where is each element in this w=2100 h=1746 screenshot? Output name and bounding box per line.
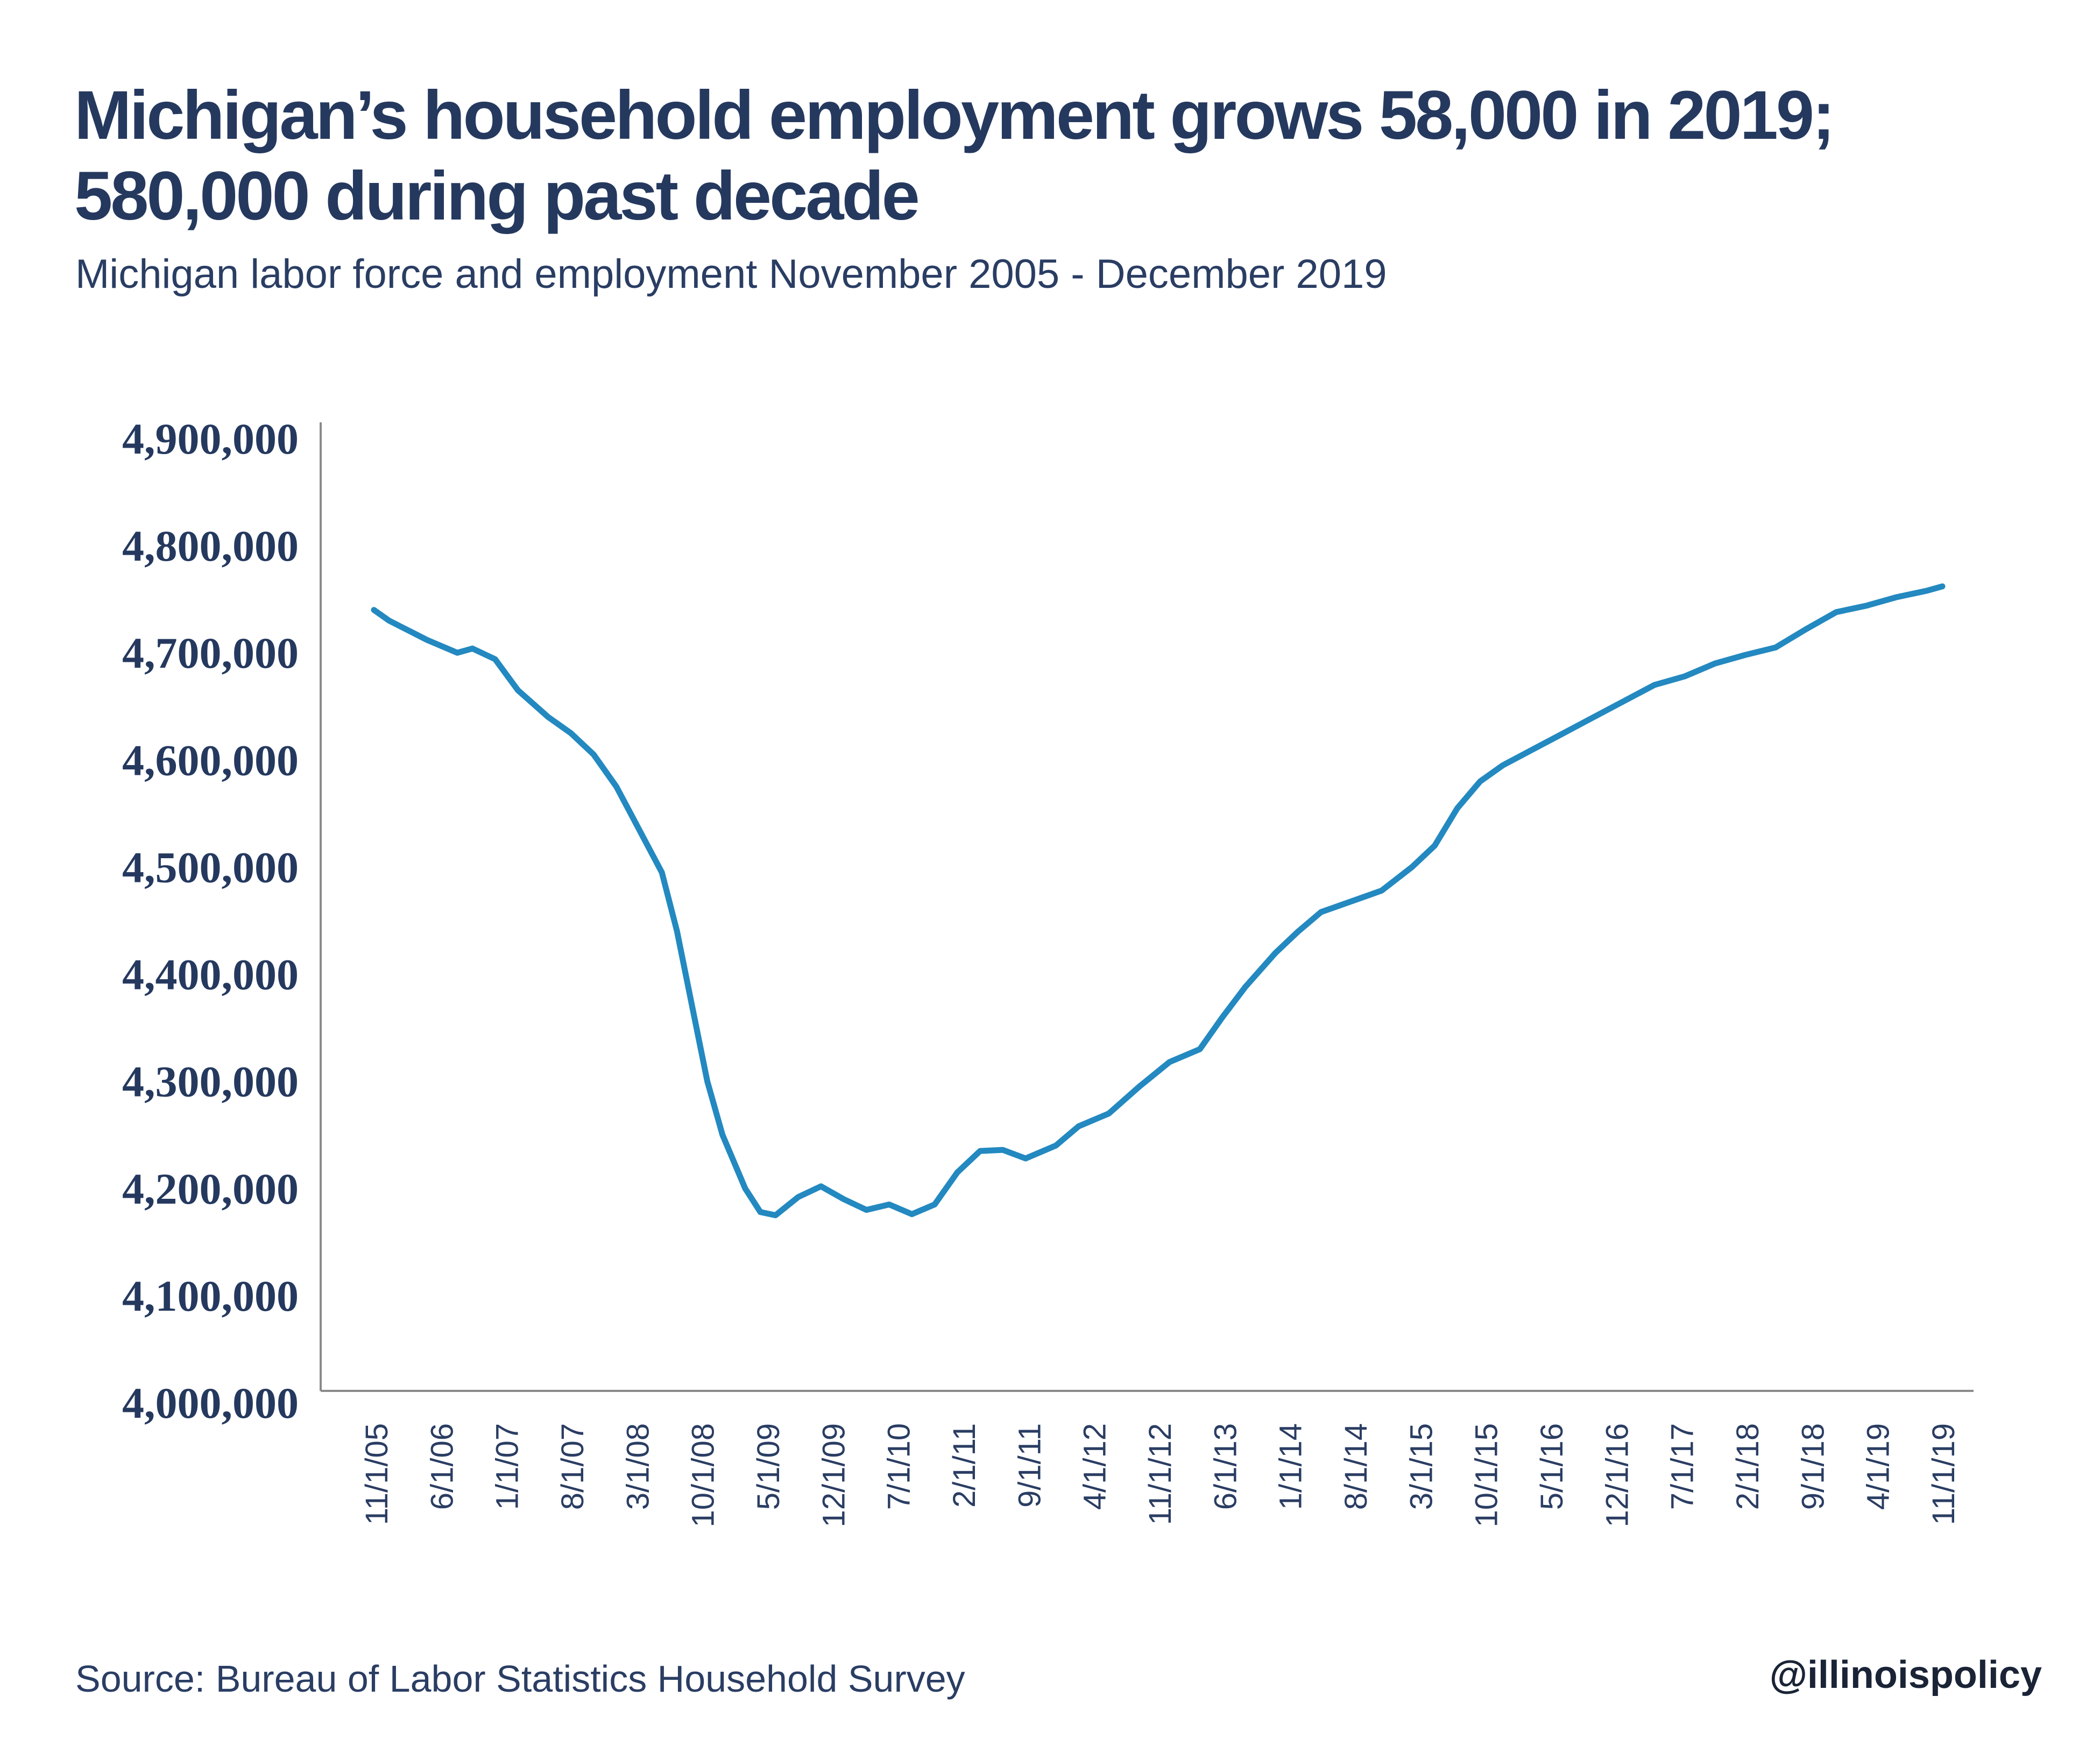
y-tick-label: 4,100,000 xyxy=(122,1271,299,1320)
x-tick-label: 6/1/06 xyxy=(425,1423,459,1510)
y-tick-label: 4,400,000 xyxy=(122,950,299,999)
x-tick-label: 10/1/08 xyxy=(686,1423,721,1528)
x-tick-label: 3/1/08 xyxy=(620,1423,655,1510)
y-tick-label: 4,500,000 xyxy=(122,843,299,892)
x-tick-label: 11/1/19 xyxy=(1926,1423,1961,1525)
x-tick-label: 4/1/12 xyxy=(1078,1423,1113,1510)
y-tick-label: 4,200,000 xyxy=(122,1164,299,1213)
chart-title: Michigan’s household employment grows 58… xyxy=(74,77,1835,235)
x-tick-label: 9/1/11 xyxy=(1012,1423,1047,1508)
x-tick-label: 3/1/15 xyxy=(1404,1423,1439,1510)
x-tick-label: 6/1/13 xyxy=(1208,1423,1243,1510)
line-chart: 4,000,000 4,100,000 4,200,000 4,300,000 4,40… xyxy=(122,414,1974,1528)
x-tick-label: 12/1/09 xyxy=(816,1423,851,1528)
x-tick-label: 5/1/16 xyxy=(1535,1423,1569,1510)
x-tick-label: 11/1/12 xyxy=(1143,1423,1178,1525)
y-tick-label: 4,800,000 xyxy=(122,521,299,570)
x-tick-label: 2/1/11 xyxy=(947,1423,982,1508)
x-tick-label: 8/1/14 xyxy=(1339,1423,1374,1510)
x-tick-label: 8/1/07 xyxy=(555,1423,590,1510)
x-tick-labels: 11/1/05 6/1/06 1/1/07 8/1/07 3/1/08 10/1/08 5/… xyxy=(359,1423,1961,1528)
y-tick-label: 4,300,000 xyxy=(122,1057,299,1106)
x-tick-label: 1/1/07 xyxy=(490,1423,525,1510)
x-tick-label: 11/1/05 xyxy=(359,1423,394,1525)
y-tick-label: 4,000,000 xyxy=(122,1379,299,1427)
x-tick-label: 7/1/10 xyxy=(882,1423,917,1510)
x-tick-label: 7/1/17 xyxy=(1665,1423,1700,1510)
y-tick-label: 4,600,000 xyxy=(122,736,299,784)
x-tick-label: 5/1/09 xyxy=(751,1423,786,1510)
x-tick-label: 2/1/18 xyxy=(1730,1423,1765,1510)
x-tick-label: 9/1/18 xyxy=(1795,1423,1830,1510)
x-tick-label: 12/1/16 xyxy=(1600,1423,1635,1528)
x-tick-label: 1/1/14 xyxy=(1274,1423,1309,1510)
y-tick-labels: 4,000,000 4,100,000 4,200,000 4,300,000 4,40… xyxy=(122,414,299,1427)
x-tick-label: 10/1/15 xyxy=(1469,1423,1504,1528)
chart-subtitle: Michigan labor force and employment Nove… xyxy=(75,251,1387,297)
source-note: Source: Bureau of Labor Statistics House… xyxy=(75,1658,965,1700)
employment-series-line xyxy=(371,583,1946,1219)
y-tick-label: 4,700,000 xyxy=(122,628,299,677)
x-tick-label: 4/1/19 xyxy=(1861,1423,1896,1510)
y-tick-label: 4,900,000 xyxy=(122,414,299,463)
brand-handle: @illinoispolicy xyxy=(1769,1653,2042,1696)
